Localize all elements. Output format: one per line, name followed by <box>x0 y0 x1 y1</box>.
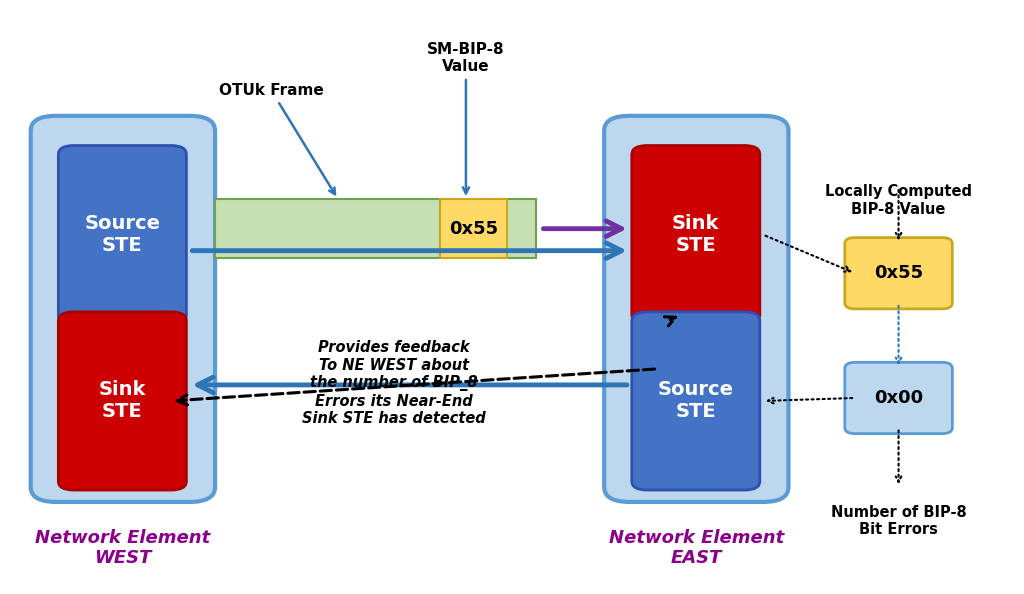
Text: Network Element
WEST: Network Element WEST <box>35 529 211 567</box>
Text: Source
STE: Source STE <box>84 214 161 255</box>
Bar <box>507 199 536 258</box>
Text: 0x55: 0x55 <box>874 264 923 282</box>
Text: OTUk Frame: OTUk Frame <box>219 83 335 194</box>
Text: Source
STE: Source STE <box>657 380 734 422</box>
Text: Locally Computed
BIP-8 Value: Locally Computed BIP-8 Value <box>825 184 972 217</box>
FancyBboxPatch shape <box>604 116 788 502</box>
Text: Sink
STE: Sink STE <box>672 214 720 255</box>
FancyBboxPatch shape <box>845 362 952 434</box>
FancyBboxPatch shape <box>58 312 186 490</box>
Text: 0x55: 0x55 <box>450 220 498 238</box>
Text: Network Element
EAST: Network Element EAST <box>608 529 784 567</box>
Text: Provides feedback
To NE WEST about
the number of BIP_8
Errors its Near-End
Sink : Provides feedback To NE WEST about the n… <box>302 340 486 426</box>
FancyBboxPatch shape <box>632 146 760 324</box>
FancyBboxPatch shape <box>31 116 215 502</box>
Text: 0x00: 0x00 <box>874 389 923 407</box>
FancyBboxPatch shape <box>632 312 760 490</box>
Text: Sink
STE: Sink STE <box>98 380 146 422</box>
Text: Number of BIP-8
Bit Errors: Number of BIP-8 Bit Errors <box>830 505 967 538</box>
Bar <box>215 199 440 258</box>
FancyBboxPatch shape <box>845 238 952 309</box>
Bar <box>440 199 507 258</box>
FancyBboxPatch shape <box>58 146 186 324</box>
Text: SM-BIP-8
Value: SM-BIP-8 Value <box>427 42 505 194</box>
